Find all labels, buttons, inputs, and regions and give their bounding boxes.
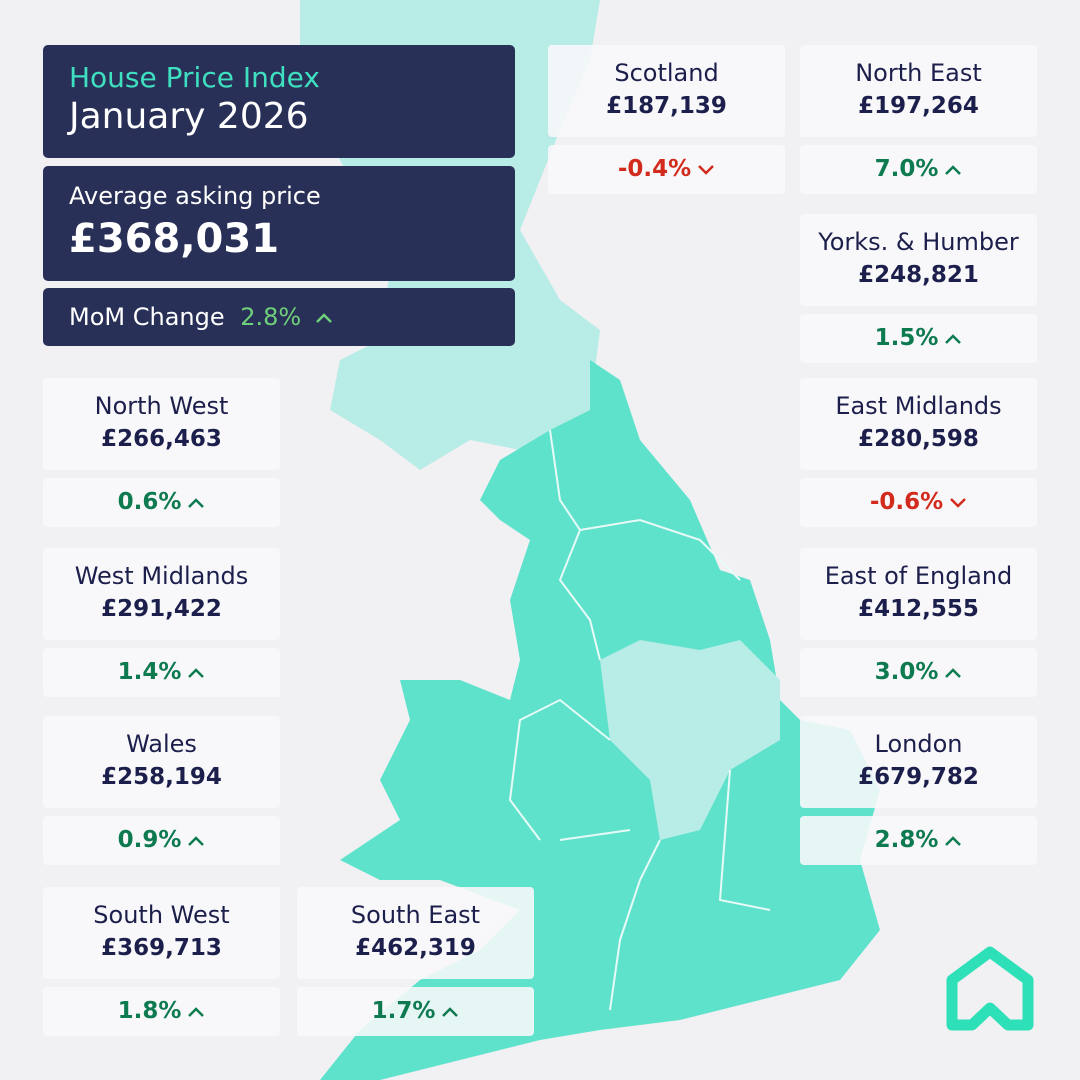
region-price: £258,194 — [101, 764, 222, 790]
logo — [946, 946, 1034, 1031]
region-name: North East — [855, 59, 982, 87]
change-arrow — [698, 164, 715, 175]
region-price: £266,463 — [101, 426, 222, 452]
region-change: 1.8% — [43, 987, 280, 1036]
region-price: £291,422 — [101, 596, 222, 622]
average-label: Average asking price — [69, 182, 321, 210]
boundaries — [508, 429, 771, 1011]
region-price: £369,713 — [101, 935, 222, 961]
region-name: East Midlands — [835, 392, 1002, 420]
region-card: Yorks. & Humber £248,821 — [800, 214, 1037, 306]
region-price: £197,264 — [858, 93, 979, 119]
change-arrow — [188, 497, 205, 508]
average-value: £368,031 — [69, 216, 280, 262]
region-name: North West — [94, 392, 229, 420]
region-name: East of England — [824, 562, 1013, 590]
change-value: 1.4% — [117, 659, 182, 685]
change-value: 3.0% — [874, 659, 939, 685]
region-name: London — [874, 730, 963, 758]
region-card: North West £266,463 — [43, 378, 280, 470]
region-name: South East — [350, 901, 481, 929]
change-value: -0.4% — [617, 156, 692, 182]
region-card: East of England £412,555 — [800, 548, 1037, 640]
average-box: Average asking price £368,031 — [43, 166, 515, 281]
region-change: 7.0% — [800, 145, 1037, 194]
region-price: £280,598 — [858, 426, 979, 452]
mom-value: 2.8% — [240, 303, 302, 331]
region-price: £187,139 — [606, 93, 727, 119]
region-name: South West — [93, 901, 230, 929]
region-price: £412,555 — [858, 596, 979, 622]
mom-label: MoM Change — [69, 303, 225, 331]
region-change: 0.9% — [43, 816, 280, 865]
change-arrow — [945, 164, 962, 175]
change-value: 2.8% — [874, 827, 939, 853]
change-value: 1.8% — [117, 998, 182, 1024]
mom-arrow — [316, 313, 332, 323]
change-arrow — [945, 667, 962, 678]
change-value: 7.0% — [874, 156, 939, 182]
region-card: West Midlands £291,422 — [43, 548, 280, 640]
title: House Price Index — [69, 61, 320, 94]
region-change: 2.8% — [800, 816, 1037, 865]
change-arrow — [442, 1006, 459, 1017]
change-value: 1.7% — [371, 998, 436, 1024]
change-value: 1.5% — [874, 325, 939, 351]
change-value: -0.6% — [869, 489, 944, 515]
period: January 2026 — [69, 96, 309, 137]
region-card: East Midlands £280,598 — [800, 378, 1037, 470]
region-price: £462,319 — [355, 935, 476, 961]
region-name: Wales — [126, 730, 197, 758]
region-price: £248,821 — [858, 262, 979, 288]
region-change: -0.4% — [548, 145, 785, 194]
region-name: Scotland — [614, 59, 719, 87]
england-wales — [320, 360, 880, 1080]
change-value: 0.9% — [117, 827, 182, 853]
region-card: South East £462,319 — [297, 887, 534, 979]
region-price: £679,782 — [858, 764, 979, 790]
region-card: Scotland £187,139 — [548, 45, 785, 137]
change-arrow — [188, 667, 205, 678]
east-midlands — [600, 640, 780, 840]
change-value: 0.6% — [117, 489, 182, 515]
change-arrow — [188, 1006, 205, 1017]
region-name: West Midlands — [74, 562, 249, 590]
region-card: London £679,782 — [800, 716, 1037, 808]
region-card: Wales £258,194 — [43, 716, 280, 808]
region-change: 0.6% — [43, 478, 280, 527]
region-change: -0.6% — [800, 478, 1037, 527]
header-box: House Price Index January 2026 — [43, 45, 515, 158]
change-arrow — [945, 835, 962, 846]
region-change: 1.4% — [43, 648, 280, 697]
region-change: 3.0% — [800, 648, 1037, 697]
change-arrow — [950, 497, 967, 508]
region-card: North East £197,264 — [800, 45, 1037, 137]
region-change: 1.7% — [297, 987, 534, 1036]
change-arrow — [188, 835, 205, 846]
mom-box: MoM Change 2.8% — [43, 288, 515, 346]
region-card: South West £369,713 — [43, 887, 280, 979]
change-arrow — [945, 333, 962, 344]
region-name: Yorks. & Humber — [818, 228, 1019, 256]
region-change: 1.5% — [800, 314, 1037, 363]
